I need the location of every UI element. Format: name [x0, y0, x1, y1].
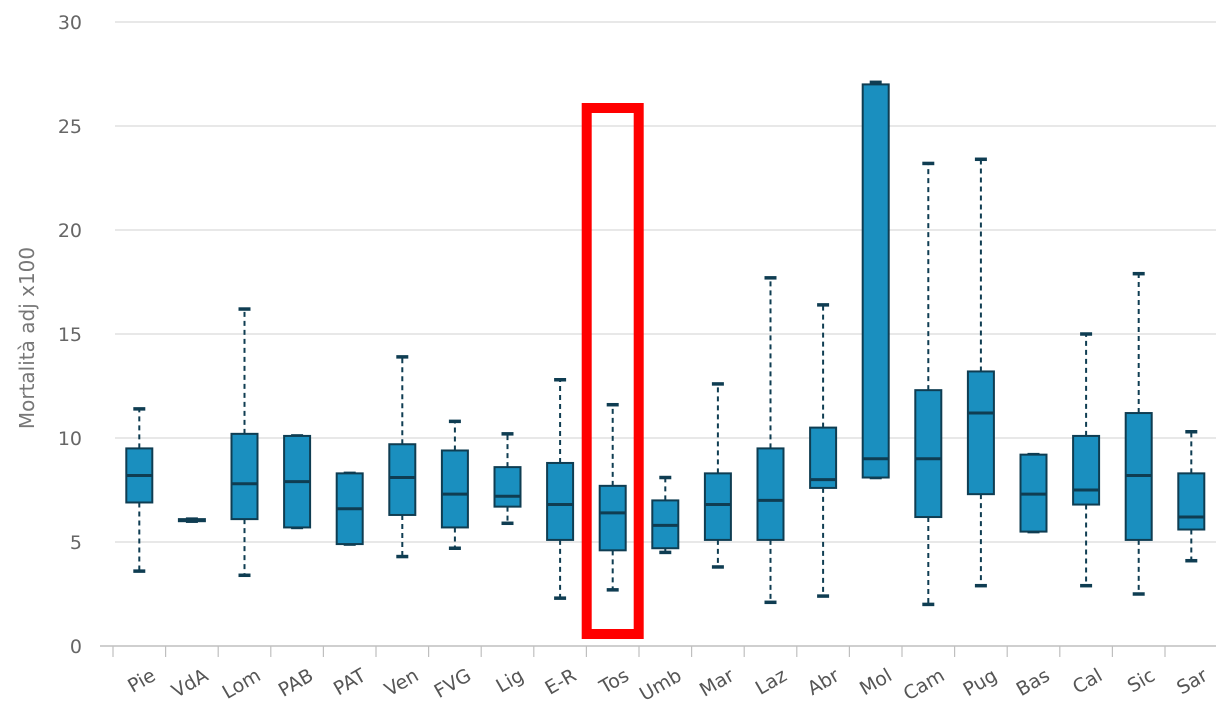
box-fvg: [440, 419, 469, 550]
iqr-box: [966, 370, 995, 496]
box-sic: [1124, 271, 1153, 596]
box-cal: [1072, 332, 1101, 588]
box-mar: [703, 382, 732, 569]
x-tick-label: Ven: [381, 664, 423, 701]
y-tick-label: 10: [58, 428, 82, 450]
y-tick-label: 20: [58, 220, 82, 242]
x-tick-label: Pie: [124, 664, 159, 697]
x-tick-label: Cam: [900, 664, 949, 705]
x-tick-label: Sic: [1124, 664, 1159, 697]
y-tick-label: 15: [58, 324, 82, 346]
iqr-box: [914, 389, 943, 519]
iqr-box: [861, 83, 890, 479]
iqr-box: [598, 484, 627, 552]
highlight-box-tos: [581, 103, 644, 639]
iqr-box: [703, 472, 732, 541]
x-tick-label: Umb: [636, 664, 686, 705]
y-tick-label: 0: [70, 636, 82, 658]
x-tick-label: PAB: [275, 664, 317, 701]
y-tick-label: 30: [58, 12, 82, 34]
x-tick-label: E-R: [541, 664, 580, 699]
x-tick-label: Mol: [856, 664, 896, 700]
box-abr: [809, 303, 838, 598]
x-tick-label: Lom: [219, 664, 265, 703]
iqr-box: [1177, 472, 1206, 531]
iqr-box: [230, 432, 259, 521]
box-lom: [230, 307, 259, 578]
x-tick-label: PAT: [330, 664, 370, 700]
box-e-r: [546, 378, 575, 600]
boxes: [125, 80, 1206, 607]
x-axis-categories: Pie VdA Lom PAB PAT Ven FVG Lig E-R Tos Umb Mar Laz A…: [124, 664, 1211, 705]
y-tick-label: 25: [58, 116, 82, 138]
box-sar: [1177, 430, 1206, 563]
x-tick-label: Laz: [752, 664, 791, 699]
box-pug: [966, 157, 995, 588]
x-tick-label: FVG: [431, 664, 475, 702]
box-pie: [125, 407, 154, 573]
box-ven: [388, 355, 417, 559]
iqr-box: [1072, 434, 1101, 506]
box-pab: [283, 434, 312, 530]
box-bas: [1019, 452, 1048, 534]
y-axis-label: Mortalità adj x100: [15, 247, 39, 429]
box-vda: [177, 517, 206, 523]
x-tick-label: Pug: [959, 664, 1001, 701]
x-tick-label: Lig: [492, 664, 527, 697]
iqr-box: [756, 447, 785, 541]
box-umb: [651, 475, 680, 555]
x-tick-label: Sar: [1173, 664, 1211, 699]
box-laz: [756, 276, 785, 605]
box-cam: [914, 161, 943, 607]
box-tos: [598, 402, 627, 592]
iqr-box: [546, 461, 575, 541]
x-tick-label: Tos: [595, 664, 633, 699]
iqr-box: [388, 443, 417, 516]
iqr-box: [809, 426, 838, 489]
x-tick-label: VdA: [168, 664, 212, 702]
iqr-box: [440, 449, 469, 529]
box-mol: [861, 80, 890, 480]
highlight-annotation: [581, 103, 644, 639]
x-tick-label: Bas: [1013, 664, 1054, 700]
y-axis-ticks: 0 5 10 15 20 25 30: [58, 12, 82, 658]
x-tick-label: Cal: [1069, 664, 1106, 698]
y-tick-label: 5: [70, 532, 82, 554]
iqr-box: [493, 466, 522, 508]
x-tick-label: Mar: [696, 664, 738, 701]
x-tick-label: Abr: [804, 664, 844, 700]
box-lig: [493, 432, 522, 526]
grid-lines: [115, 21, 1216, 543]
box-pat: [335, 471, 364, 546]
x-axis: [100, 645, 1216, 657]
